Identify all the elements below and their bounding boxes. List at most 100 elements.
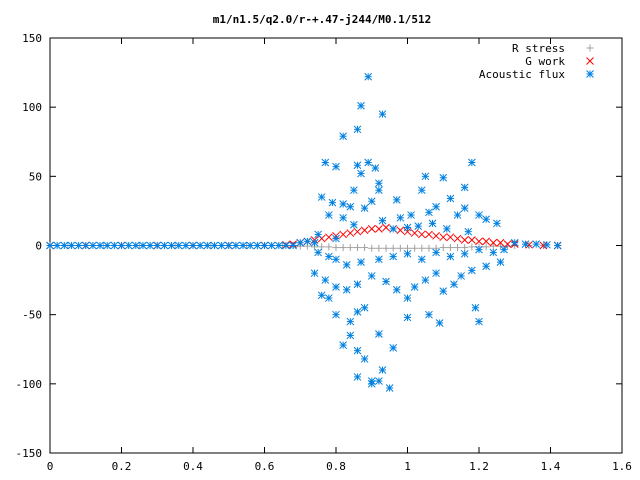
data-point: [378, 366, 387, 374]
data-point: [217, 241, 226, 250]
data-point: [46, 241, 54, 250]
data-point: [360, 226, 369, 235]
data-point: [382, 277, 390, 286]
data-point: [454, 244, 462, 252]
data-point: [260, 241, 269, 250]
data-point: [361, 244, 369, 252]
data-point: [385, 384, 394, 392]
data-point: [375, 244, 383, 252]
data-point: [189, 241, 197, 250]
y-tick-label: 0: [35, 240, 42, 253]
data-point: [367, 272, 376, 280]
data-point: [353, 125, 362, 134]
data-point: [382, 223, 390, 232]
data-point: [53, 241, 62, 250]
data-point: [350, 186, 358, 195]
data-point: [375, 255, 383, 264]
data-point: [60, 241, 69, 250]
y-tick-label: -150: [16, 447, 43, 460]
data-point: [392, 285, 401, 294]
data-point: [439, 173, 448, 182]
data-point: [203, 241, 212, 250]
data-point: [303, 237, 312, 246]
data-point: [310, 269, 319, 278]
data-point: [493, 219, 501, 228]
data-point: [364, 72, 373, 81]
data-point: [403, 249, 412, 258]
data-point: [460, 236, 469, 244]
data-point: [389, 225, 398, 233]
data-point: [489, 242, 497, 250]
data-point: [196, 241, 205, 250]
data-point: [392, 195, 401, 204]
data-point: [482, 243, 490, 251]
data-point: [475, 245, 483, 254]
data-point: [417, 230, 426, 239]
data-point: [210, 241, 219, 250]
data-point: [332, 255, 340, 264]
data-point: [453, 211, 462, 219]
data-point: [346, 229, 355, 237]
data-point: [496, 258, 505, 266]
data-point: [375, 377, 383, 385]
data-point: [67, 241, 76, 250]
y-tick-label: -50: [22, 309, 42, 322]
data-point: [139, 241, 147, 250]
data-point: [353, 244, 361, 252]
data-point: [414, 222, 423, 230]
data-point: [324, 252, 333, 261]
x-tick-label: 1.4: [541, 460, 561, 473]
data-point: [353, 308, 362, 316]
data-point: [467, 266, 476, 275]
data-point: [324, 233, 333, 242]
data-point: [439, 287, 448, 296]
data-point: [439, 233, 448, 242]
data-point: [407, 211, 415, 219]
data-point: [396, 226, 405, 235]
data-point: [342, 285, 351, 294]
data-point: [371, 164, 380, 172]
data-point: [357, 169, 365, 178]
data-point: [353, 346, 362, 355]
x-tick-label: 0.8: [326, 460, 346, 473]
data-point: [360, 303, 369, 312]
data-point: [174, 241, 183, 250]
data-point: [496, 238, 505, 247]
data-point: [232, 241, 240, 250]
data-point: [503, 240, 512, 248]
data-point: [367, 225, 376, 233]
data-point: [224, 241, 233, 250]
data-point: [471, 303, 480, 312]
data-point: [346, 244, 354, 252]
data-point: [324, 294, 333, 302]
data-point: [339, 213, 348, 222]
data-point: [289, 241, 297, 250]
data-point: [160, 241, 169, 250]
y-tick-label: 100: [22, 101, 42, 114]
data-point: [532, 240, 541, 248]
data-point: [332, 234, 340, 243]
data-point: [378, 216, 387, 225]
data-point: [460, 204, 469, 213]
data-point: [321, 276, 330, 284]
data-point: [310, 238, 319, 247]
data-point: [74, 241, 83, 250]
x-tick-label: 1.6: [612, 460, 632, 473]
data-point: [396, 213, 405, 222]
data-point: [389, 252, 398, 261]
data-point: [314, 230, 322, 239]
data-point: [357, 101, 365, 110]
data-point: [346, 331, 355, 340]
data-point: [375, 225, 383, 233]
data-point: [274, 241, 283, 250]
data-point: [282, 241, 290, 250]
data-point: [439, 244, 447, 252]
data-point: [342, 261, 351, 269]
data-point: [482, 262, 491, 271]
data-point: [489, 248, 498, 257]
data-point: [432, 248, 440, 257]
data-point: [389, 344, 398, 352]
data-point: [482, 237, 491, 246]
data-point: [425, 230, 433, 239]
y-tick-label: 50: [29, 170, 42, 183]
